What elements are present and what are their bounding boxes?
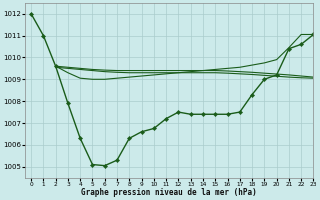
- X-axis label: Graphe pression niveau de la mer (hPa): Graphe pression niveau de la mer (hPa): [81, 188, 257, 197]
